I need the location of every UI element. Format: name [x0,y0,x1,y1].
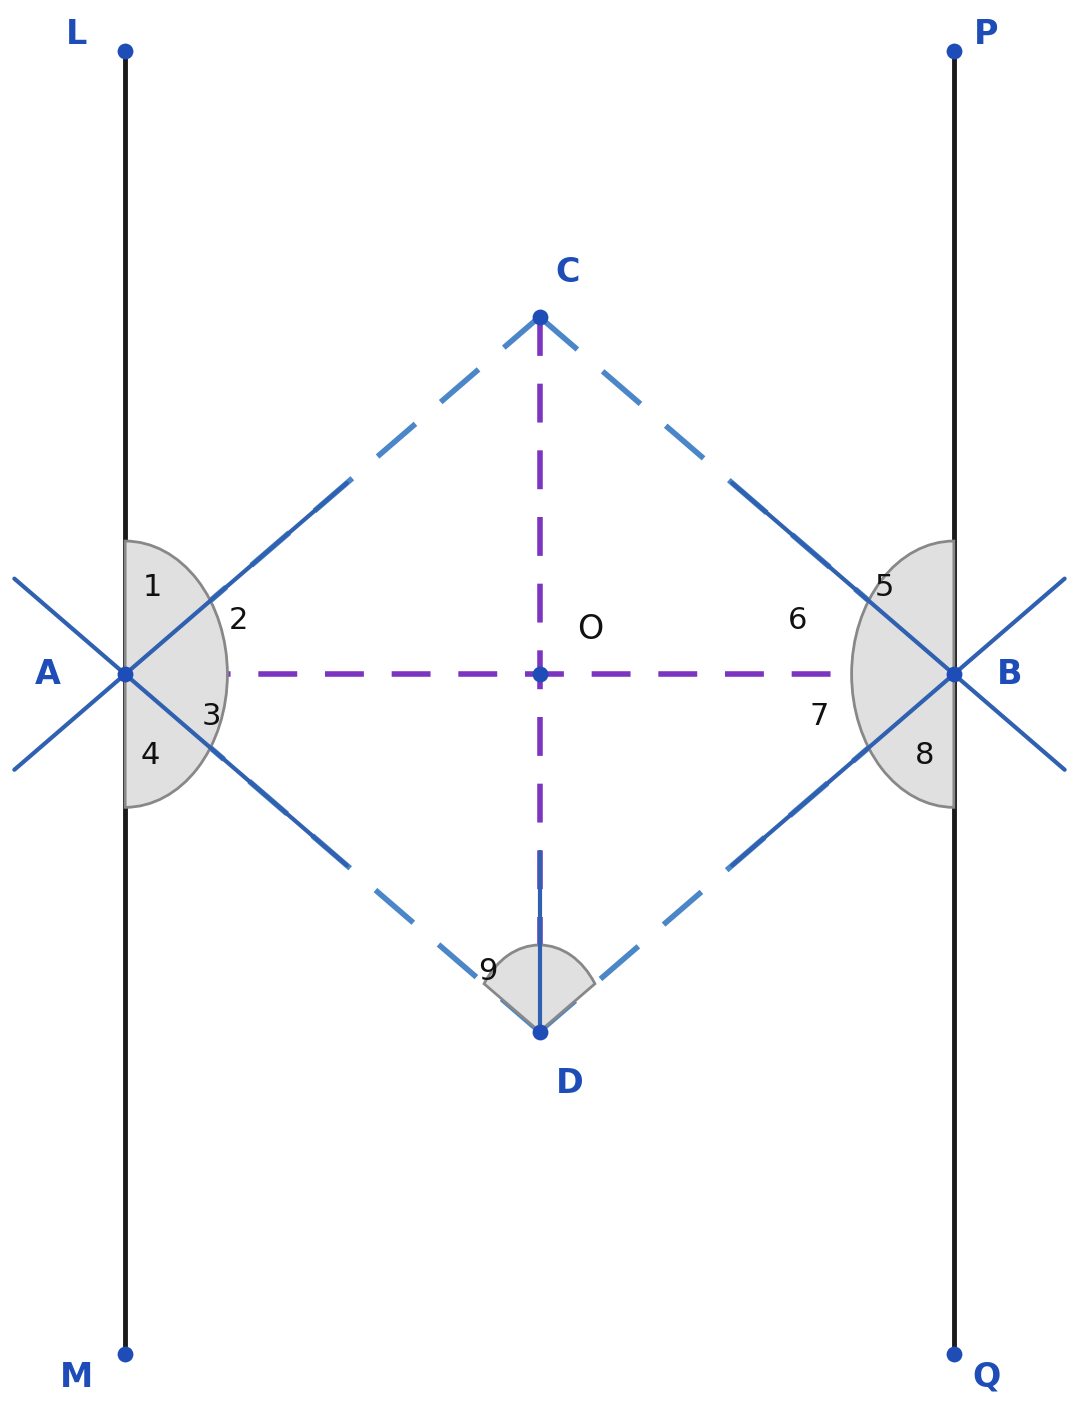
Point [945,1343,962,1366]
Wedge shape [125,541,228,808]
Text: 4: 4 [140,740,160,770]
Text: L: L [66,18,87,51]
Point [531,306,548,329]
Text: A: A [35,658,60,691]
Text: 8: 8 [915,740,934,770]
Text: O: O [577,613,603,646]
Text: 6: 6 [788,607,807,635]
Wedge shape [484,946,595,1031]
Point [531,663,548,686]
Text: M: M [60,1361,94,1394]
Text: 5: 5 [874,573,893,601]
Text: 7: 7 [809,701,829,731]
Text: 2: 2 [229,607,248,635]
Point [117,1343,134,1366]
Text: B: B [997,658,1023,691]
Point [117,663,134,686]
Text: 9: 9 [478,957,497,986]
Text: 3: 3 [202,701,221,731]
Point [117,39,134,62]
Text: P: P [974,18,998,51]
Text: 1: 1 [142,573,162,601]
Point [531,1020,548,1043]
Text: D: D [556,1066,584,1100]
Text: C: C [556,256,581,289]
Text: Q: Q [972,1361,1000,1394]
Point [945,39,962,62]
Point [945,663,962,686]
Wedge shape [851,541,954,808]
